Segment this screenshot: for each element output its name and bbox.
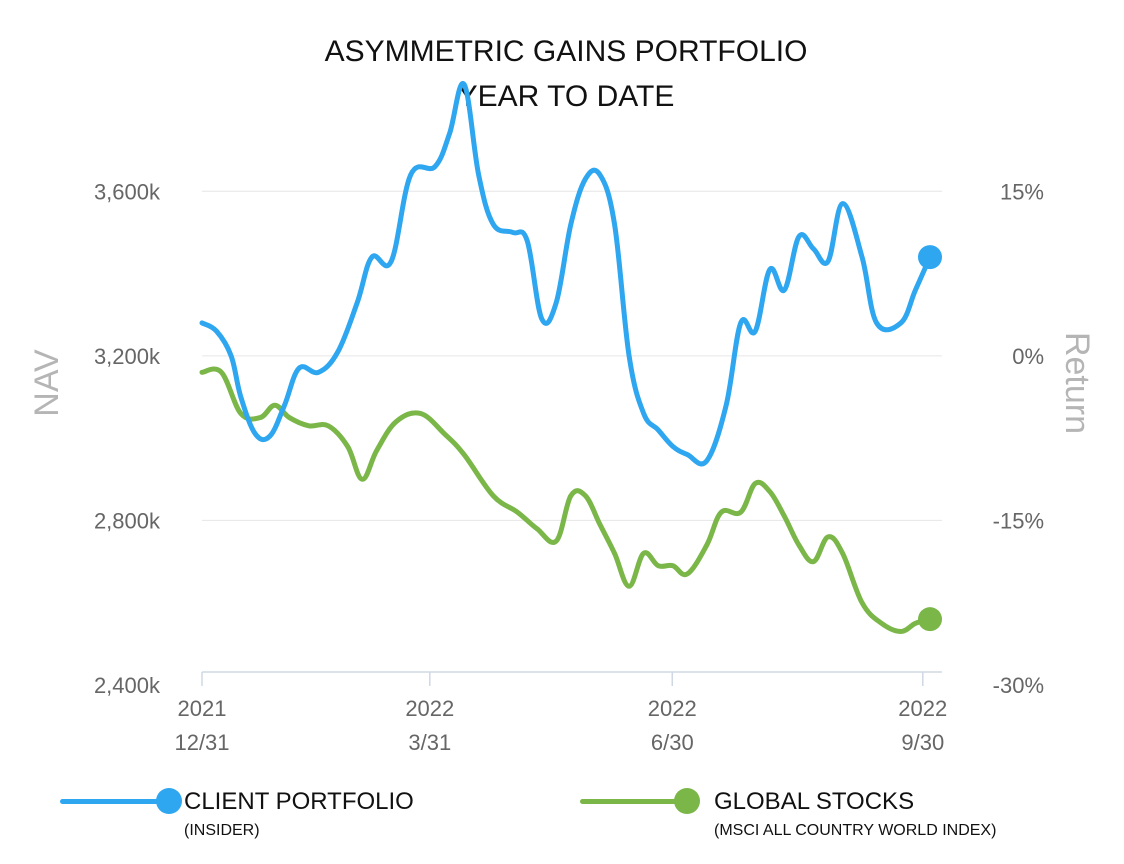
x-tick-label-year: 2022 bbox=[898, 696, 947, 721]
legend-global-sublabel: (MSCI ALL COUNTRY WORLD INDEX) bbox=[714, 822, 997, 839]
x-tick-label-date: 9/30 bbox=[901, 730, 944, 755]
chart-title-line-1: ASYMMETRIC GAINS PORTFOLIO bbox=[325, 35, 808, 68]
x-tick-label-year: 2021 bbox=[178, 696, 227, 721]
series-layer bbox=[199, 81, 942, 635]
legend-global-stocks: GLOBAL STOCKS (MSCI ALL COUNTRY WORLD IN… bbox=[580, 782, 1060, 852]
series-line-0 bbox=[199, 81, 933, 467]
y-tick-label: 2,800k bbox=[94, 508, 161, 533]
legend-global-marker bbox=[674, 788, 700, 814]
y-axis-ticks: 3,600k 3,200k 2,800k 2,400k bbox=[94, 179, 161, 698]
series-end-marker-1 bbox=[918, 607, 942, 632]
y2-tick-label: 15% bbox=[1000, 179, 1044, 204]
y-axis-title: NAV bbox=[28, 349, 66, 417]
y-tick-label: 3,600k bbox=[94, 179, 161, 204]
x-tick-label-date: 3/31 bbox=[408, 730, 451, 755]
x-tick-label-date: 12/31 bbox=[174, 730, 229, 755]
legend-client-line bbox=[60, 799, 170, 804]
x-tick-label-year: 2022 bbox=[648, 696, 697, 721]
y2-axis-ticks: 15% 0% -15% -30% bbox=[993, 179, 1044, 698]
x-axis-ticks: 2021 12/31 2022 3/31 2022 6/30 2022 9/30 bbox=[174, 672, 947, 755]
series-end-marker-0 bbox=[918, 245, 942, 270]
series-line-1 bbox=[199, 366, 933, 635]
y-tick-label: 3,200k bbox=[94, 344, 161, 369]
legend-client-sublabel: (INSIDER) bbox=[184, 822, 260, 839]
x-tick-label-year: 2022 bbox=[405, 696, 454, 721]
y2-axis-title: Return bbox=[1058, 332, 1096, 434]
legend-client-marker bbox=[156, 788, 182, 814]
y2-tick-label: -15% bbox=[993, 508, 1044, 533]
y2-tick-label: 0% bbox=[1012, 344, 1044, 369]
y2-tick-label: -30% bbox=[993, 673, 1044, 698]
chart-title-line-2: YEAR TO DATE bbox=[458, 80, 675, 113]
legend-global-label: GLOBAL STOCKS bbox=[714, 788, 915, 815]
legend-client-portfolio: CLIENT PORTFOLIO (INSIDER) bbox=[60, 782, 460, 852]
legend-client-label: CLIENT PORTFOLIO bbox=[184, 788, 414, 815]
y-tick-label: 2,400k bbox=[94, 673, 161, 698]
legend-global-line bbox=[580, 799, 680, 804]
gridlines bbox=[202, 190, 942, 673]
x-tick-label-date: 6/30 bbox=[651, 730, 694, 755]
